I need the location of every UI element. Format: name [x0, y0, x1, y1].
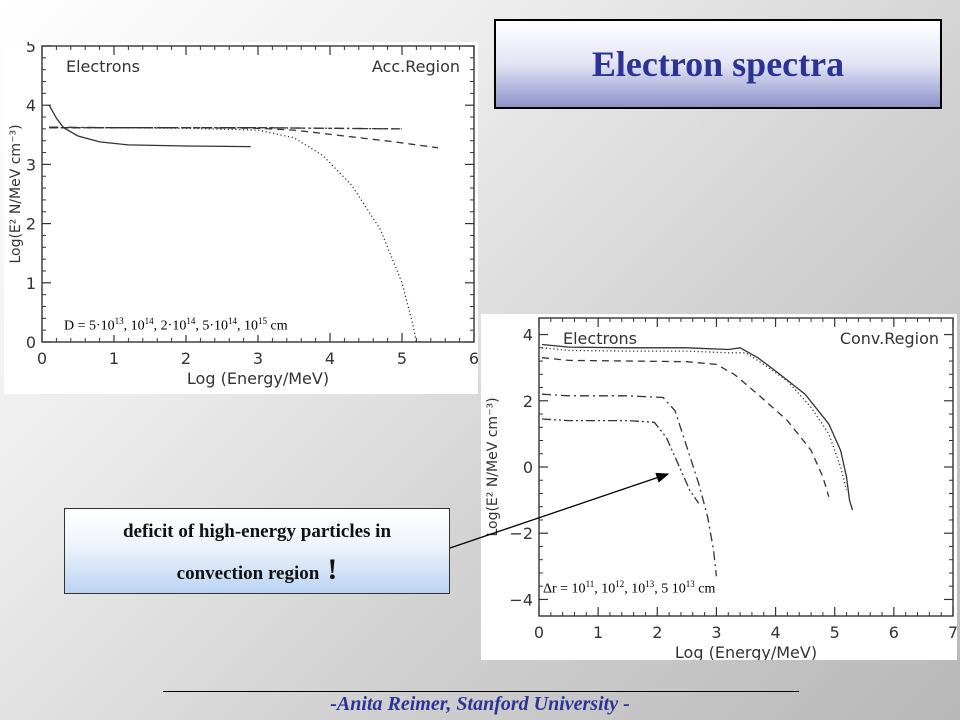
x-tick-label: 1: [593, 623, 603, 642]
series-line-dashed: [541, 357, 830, 497]
callout-line-2-wrap: convection region!: [65, 553, 449, 587]
callout-box: deficit of high-energy particles in conv…: [64, 508, 450, 594]
callout-line-2: convection region: [176, 563, 320, 584]
y-tick-label: 0: [523, 458, 533, 477]
acc-region-chart: 0 1 2 3 4 5 6 0 1 2 3 4 5 Log (Energy/MeV) Log(E² N/Me…: [8, 42, 478, 388]
x-axis-label: Log (Energy/MeV): [675, 643, 817, 660]
x-tick-label: 7: [948, 623, 957, 642]
x-tick-label: 1: [109, 349, 119, 368]
x-tick-label: 6: [469, 349, 478, 368]
series-line-dashdot: [541, 393, 718, 577]
slide-title: Electron spectra: [591, 44, 845, 84]
x-tick-label: 3: [711, 623, 721, 642]
conv-plot-caption: Δr = 1011, 1012, 1013, 5 1013 cm: [543, 579, 716, 598]
x-tick-label: 5: [830, 623, 840, 642]
acc-plot-caption: D = 5·1013, 1014, 2·1014, 5·1014, 1015 c…: [64, 316, 288, 335]
series-line-dashed: [49, 127, 439, 149]
x-tick-label: 2: [652, 623, 662, 642]
plot-label-right: Acc.Region: [372, 57, 460, 76]
footer-rule: [163, 691, 799, 692]
x-tick-label: 0: [37, 349, 47, 368]
y-tick-label: 5: [26, 42, 36, 56]
y-tick-label: 2: [26, 215, 36, 234]
y-tick-label: 4: [26, 96, 36, 115]
x-tick-label: 2: [181, 349, 191, 368]
series-line-dotted: [541, 347, 848, 491]
plot-label-right: Conv.Region: [840, 329, 939, 348]
y-tick-label: 3: [26, 155, 36, 174]
series-line-solid: [48, 104, 251, 148]
title-box: Electron spectra: [494, 19, 942, 109]
y-tick-label: 0: [26, 333, 36, 352]
footer-credit: -Anita Reimer, Stanford University -: [330, 693, 630, 715]
acc-region-plot: 0 1 2 3 4 5 6 0 1 2 3 4 5 Log (Energy/MeV) Log(E² N/Me…: [4, 42, 478, 394]
plot-label-left: Electrons: [563, 329, 637, 348]
conv-region-plot: 0 1 2 3 4 5 6 7 −4 −2 0 2 4 Log (Energy/MeV) Log(E² N/…: [481, 314, 957, 660]
series-line-dashdotdot: [541, 418, 700, 504]
series-line-dotted: [49, 127, 418, 343]
callout-line-1: deficit of high-energy particles in: [122, 521, 392, 542]
x-tick-label: 3: [253, 349, 263, 368]
x-tick-label: 4: [325, 349, 335, 368]
y-tick-label: 2: [523, 392, 533, 411]
x-axis-label: Log (Energy/MeV): [187, 369, 329, 388]
plot-label-left: Electrons: [66, 57, 140, 76]
plot-frame: [41, 45, 475, 343]
plot-frame: [538, 317, 954, 617]
x-tick-label: 6: [889, 623, 899, 642]
y-tick-label: −2: [509, 524, 533, 543]
series-line-solid: [541, 343, 854, 511]
y-tick-label: 1: [26, 274, 36, 293]
y-tick-label: −4: [509, 590, 533, 609]
y-tick-label: 4: [523, 326, 533, 345]
y-axis-label: Log(E² N/MeV cm⁻³): [485, 397, 501, 536]
x-tick-label: 0: [534, 623, 544, 642]
x-tick-label: 5: [397, 349, 407, 368]
y-axis-label: Log(E² N/MeV cm⁻³): [8, 124, 24, 263]
series-line-dashdotdot: [49, 127, 403, 130]
callout-exclamation: !: [327, 553, 338, 586]
x-tick-label: 4: [770, 623, 780, 642]
